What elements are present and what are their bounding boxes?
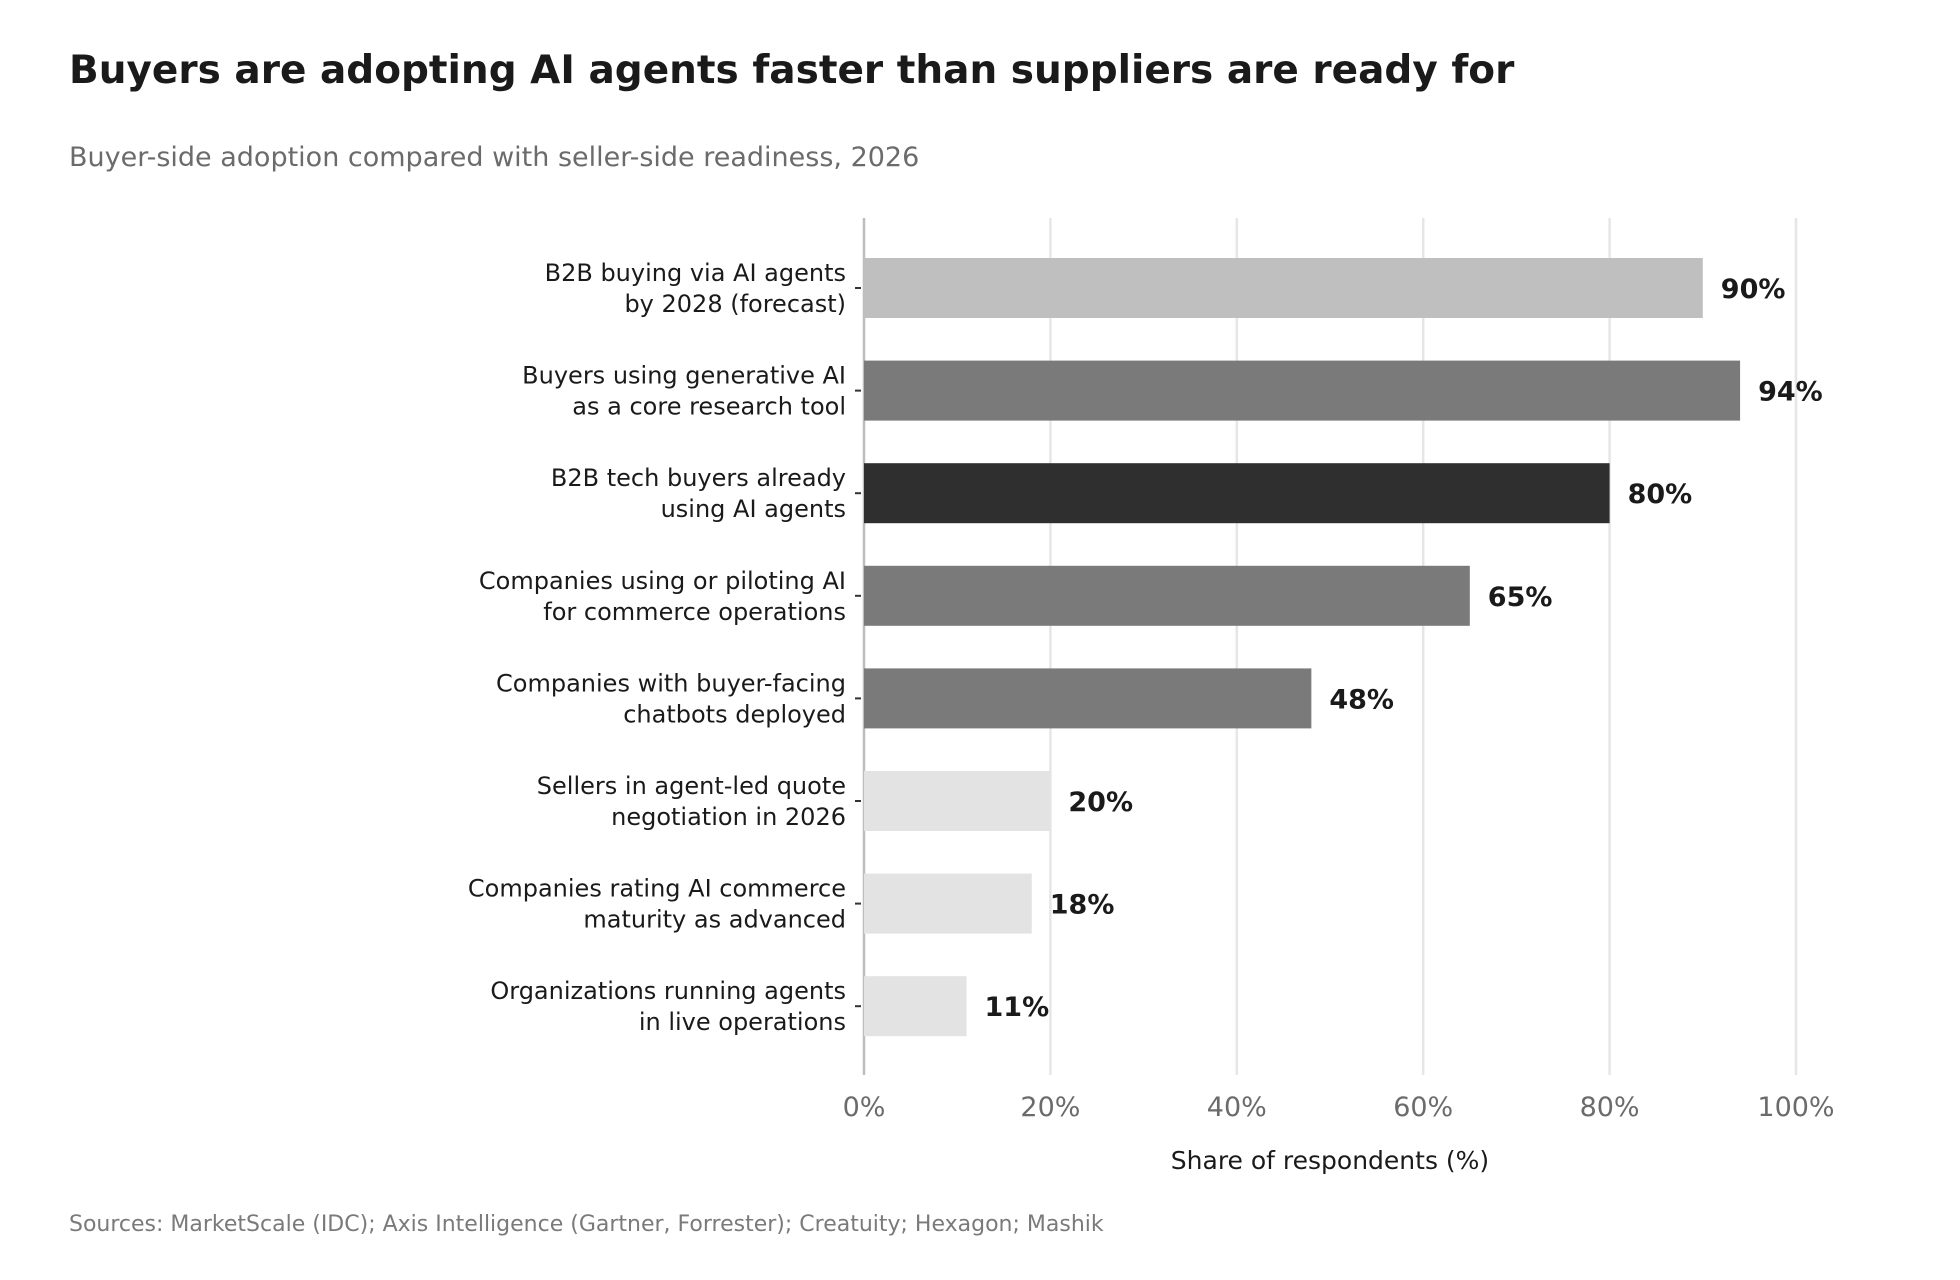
category-label: B2B tech buyers already using AI agents: [551, 464, 846, 523]
x-tick-label: 20%: [1020, 1092, 1080, 1123]
category-label-line: using AI agents: [661, 495, 846, 523]
value-label: 18%: [1050, 890, 1115, 921]
category-label-line: by 2028 (forecast): [624, 290, 846, 318]
x-tick-label: 40%: [1207, 1092, 1267, 1123]
chart-title: Buyers are adopting AI agents faster tha…: [69, 48, 1515, 93]
category-labels: B2B buying via AI agents by 2028 (forecas…: [468, 259, 846, 1036]
category-label: Sellers in agent-led quote negotiation in…: [537, 772, 846, 831]
category-label-line: Organizations running agents: [490, 977, 846, 1005]
value-label: 94%: [1758, 377, 1823, 408]
category-label-line: for commerce operations: [543, 598, 846, 626]
bar: [864, 668, 1312, 729]
chart-subtitle: Buyer-side adoption compared with seller…: [69, 142, 920, 173]
category-label-line: negotiation in 2026: [611, 803, 846, 831]
x-axis-title: Share of respondents (%): [1171, 1146, 1489, 1175]
value-label: 48%: [1329, 684, 1394, 715]
source-note: Sources: MarketScale (IDC); Axis Intelli…: [69, 1212, 1104, 1237]
gridlines: [855, 218, 1798, 1075]
category-label: Companies with buyer-facing chatbots depl…: [496, 669, 846, 728]
category-label-line: in live operations: [639, 1008, 846, 1036]
category-label: Companies using or piloting AI for commer…: [479, 567, 846, 626]
value-label: 90%: [1721, 274, 1786, 305]
value-label: 80%: [1628, 479, 1693, 510]
category-label-line: Companies using or piloting AI: [479, 567, 846, 595]
bar: [864, 976, 967, 1037]
category-label-line: chatbots deployed: [623, 700, 846, 728]
x-tick-label: 80%: [1580, 1092, 1640, 1123]
x-tick-label: 60%: [1393, 1092, 1453, 1123]
category-label-line: Companies with buyer-facing: [496, 669, 846, 697]
x-tick-label: 0%: [843, 1092, 886, 1123]
category-label-line: maturity as advanced: [583, 906, 846, 934]
category-label-line: as a core research tool: [572, 393, 846, 421]
bar: [864, 565, 1470, 626]
category-label-line: B2B buying via AI agents: [545, 259, 846, 287]
category-label: Buyers using generative AI as a core rese…: [522, 362, 846, 421]
value-label: 65%: [1488, 582, 1553, 613]
bar: [864, 463, 1610, 524]
bar: [864, 873, 1032, 934]
bar: [864, 360, 1741, 421]
x-axis-ticks: 0% 20% 40% 60% 80% 100%: [843, 1092, 1835, 1123]
category-label: Companies rating AI commerce maturity as …: [468, 875, 846, 934]
value-labels: 90% 94% 80% 65% 48% 20% 18% 11%: [985, 274, 1823, 1023]
category-label-line: B2B tech buyers already: [551, 464, 846, 492]
category-label: Organizations running agents in live oper…: [490, 977, 846, 1036]
category-label-line: Buyers using generative AI: [522, 362, 846, 390]
value-label: 11%: [985, 992, 1050, 1023]
bar: [864, 771, 1051, 831]
bar: [864, 258, 1703, 318]
category-label: B2B buying via AI agents by 2028 (forecas…: [545, 259, 846, 318]
category-label-line: Companies rating AI commerce: [468, 875, 846, 903]
x-tick-label: 100%: [1757, 1092, 1834, 1123]
category-label-line: Sellers in agent-led quote: [537, 772, 846, 800]
value-label: 20%: [1068, 787, 1133, 818]
bars: [864, 258, 1741, 1037]
